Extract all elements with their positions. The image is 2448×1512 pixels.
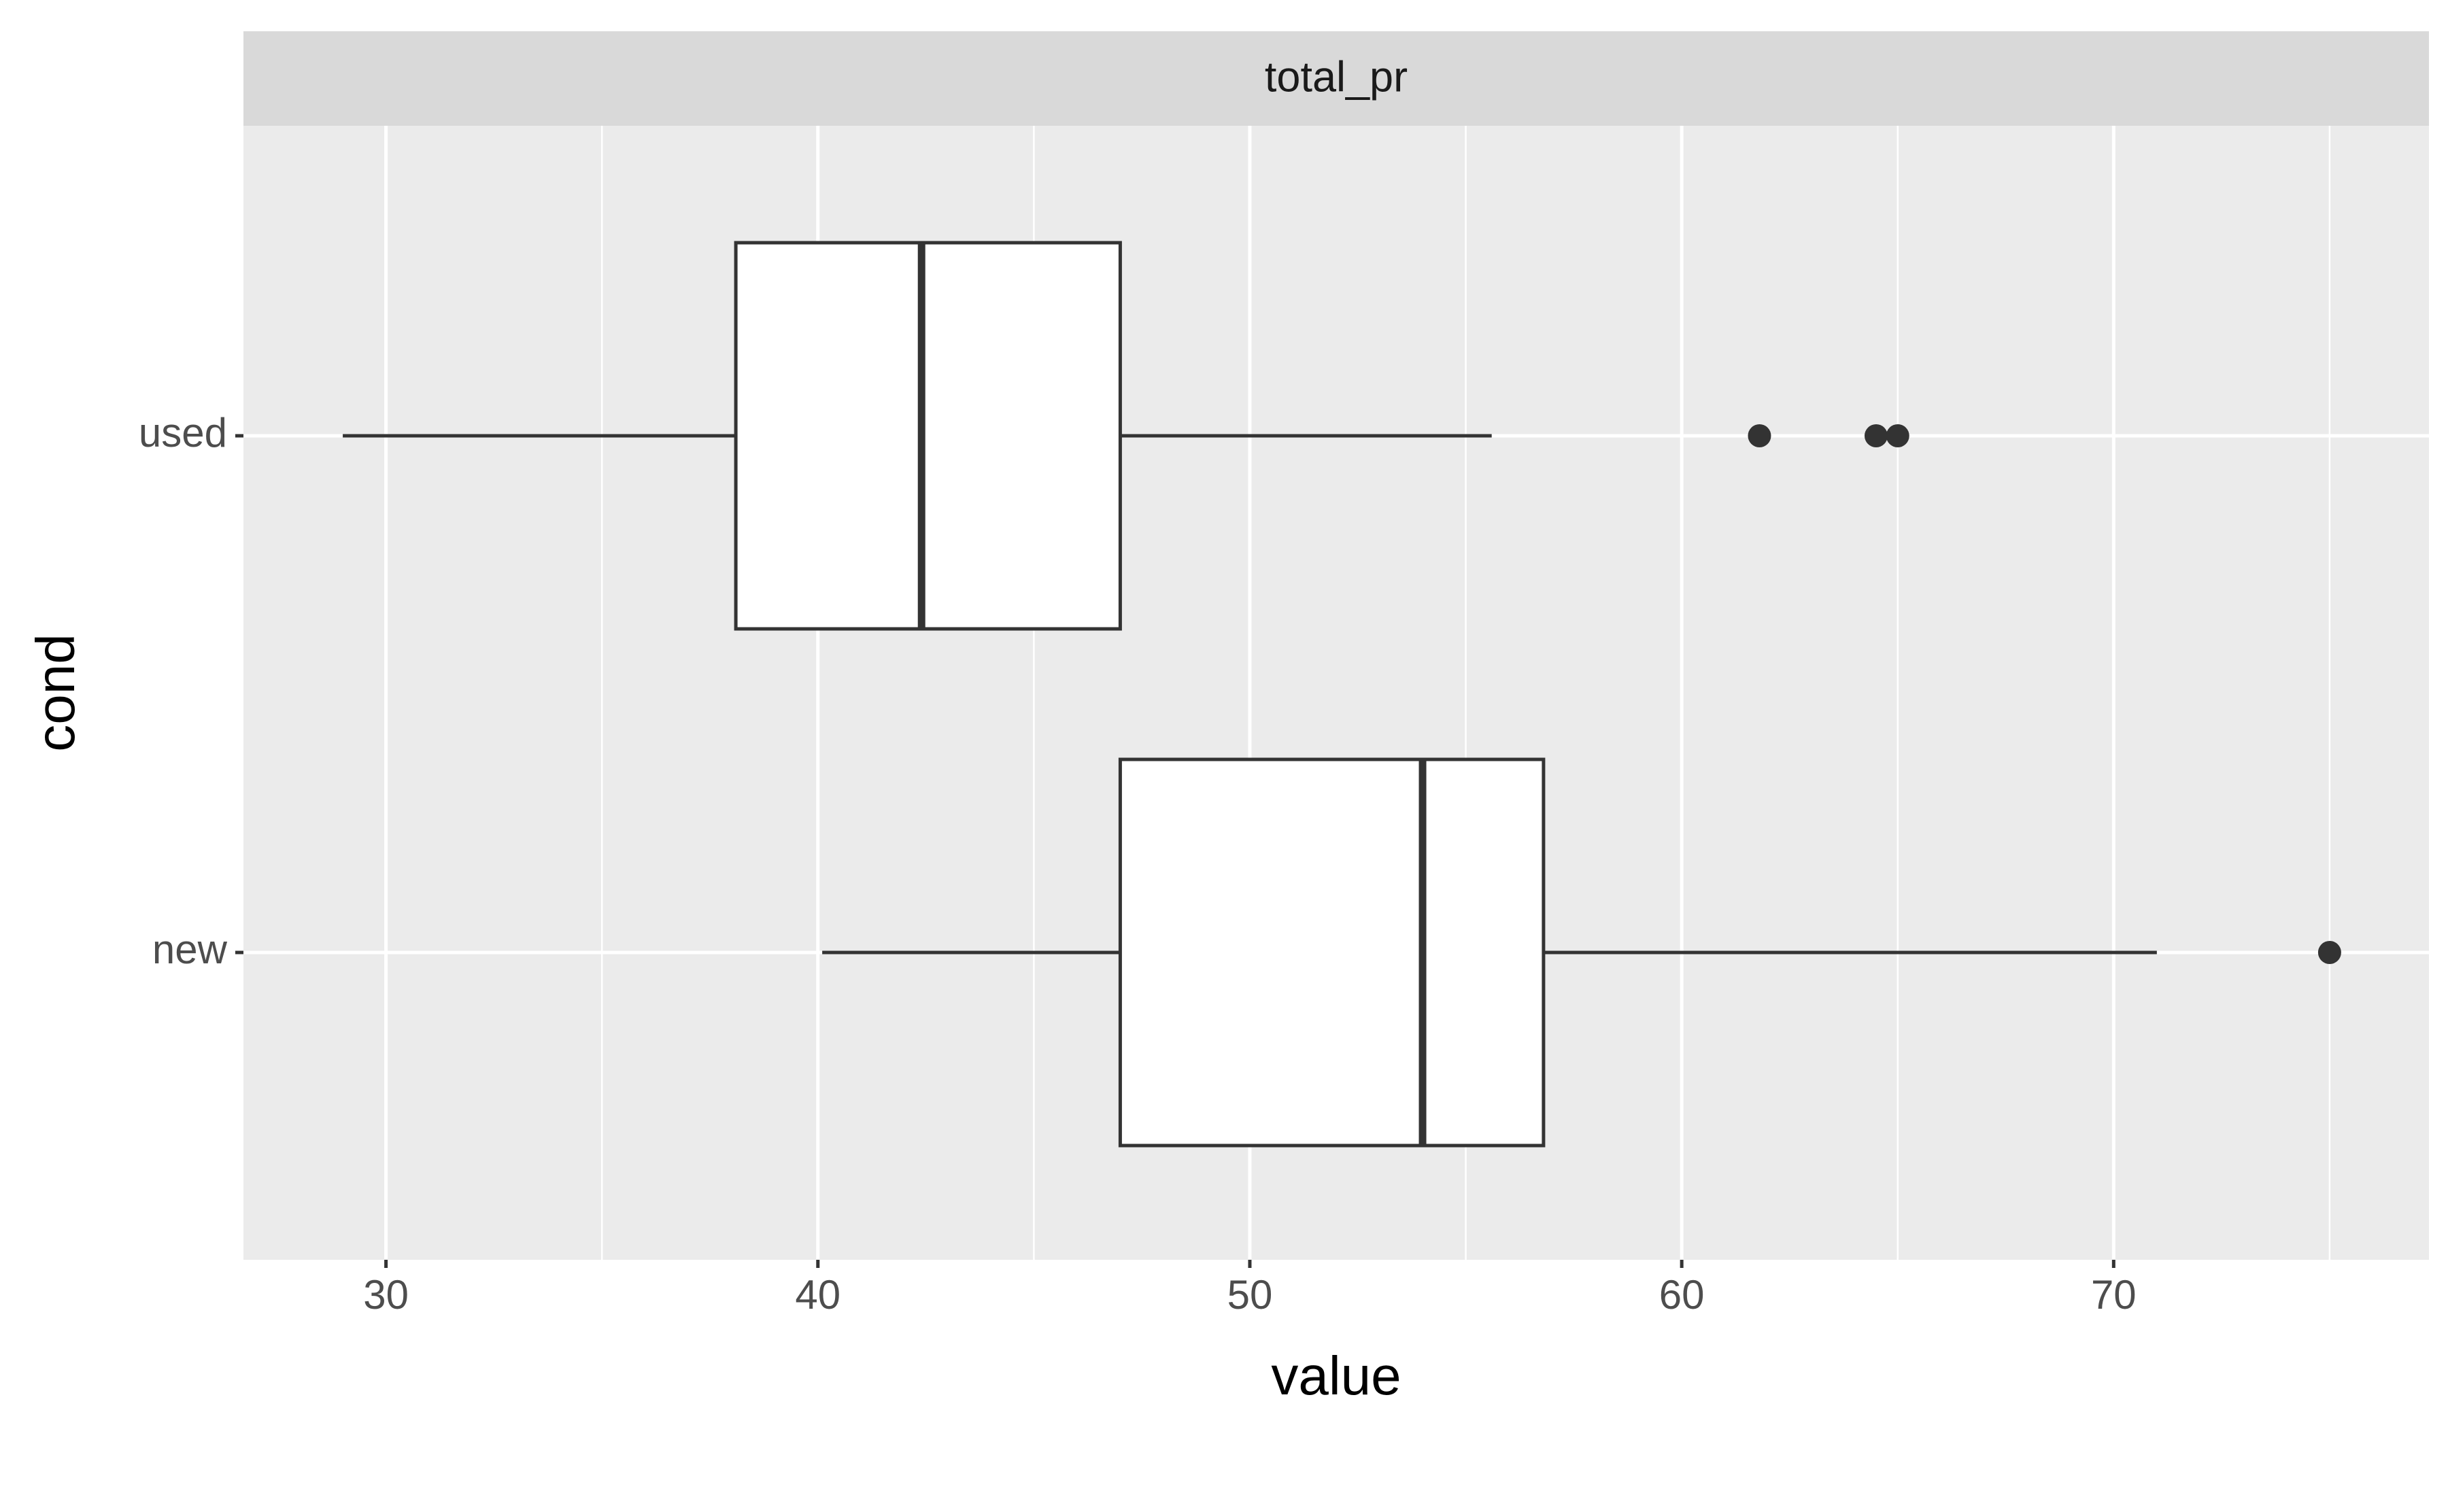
box (1118, 757, 1546, 1148)
strip (243, 31, 2429, 126)
x-tick-label: 30 (363, 1272, 409, 1318)
x-tick-label: 70 (2091, 1272, 2137, 1318)
y-axis-label: cond (25, 634, 86, 751)
box (734, 241, 1122, 631)
x-tick-label: 40 (795, 1272, 840, 1318)
y-tick-label: new (152, 927, 228, 972)
x-tick-label: 60 (1659, 1272, 1705, 1318)
outlier (1864, 424, 1888, 447)
y-tick-label: used (139, 410, 227, 456)
x-axis-label: value (1271, 1345, 1401, 1406)
outlier (1886, 424, 1909, 447)
outlier (2317, 941, 2341, 964)
facet-title: total_pr (1265, 54, 1408, 101)
outlier (1748, 424, 1771, 447)
x-tick-label: 50 (1227, 1272, 1273, 1318)
